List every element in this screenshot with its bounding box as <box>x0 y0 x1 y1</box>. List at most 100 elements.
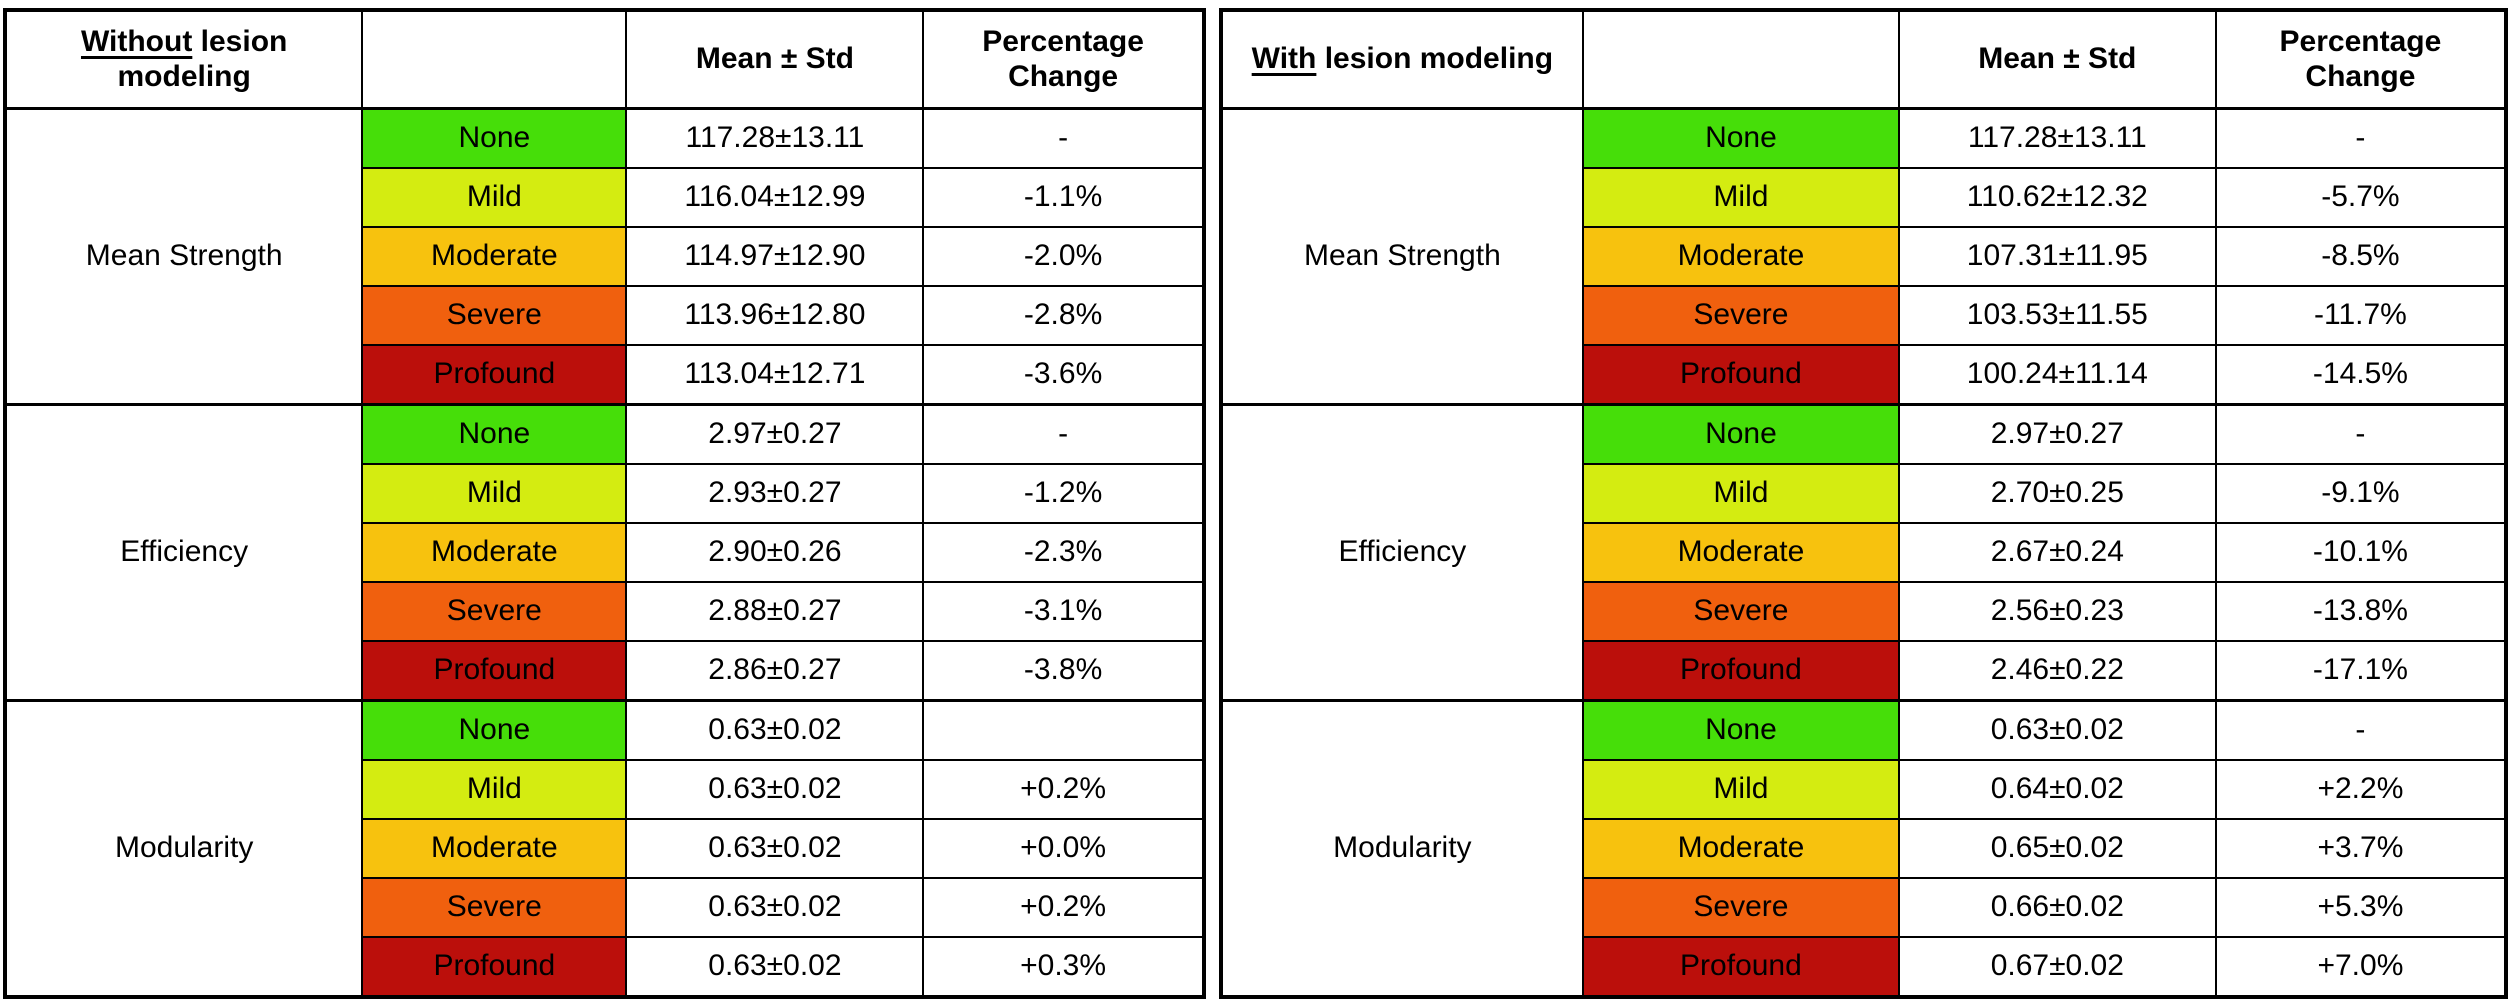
pct-change-cell: - <box>922 403 1205 465</box>
pct-change-cell: -5.7% <box>2214 167 2508 228</box>
mean-std-cell: 0.63±0.02 <box>625 818 925 879</box>
table-row: Modularity None 0.63±0.02 <box>3 699 1205 998</box>
severity-cell: Mild <box>361 463 628 524</box>
severity-cell: Mild <box>1582 759 1900 820</box>
metric-label-cell: Mean Strength <box>3 107 364 406</box>
mean-std-cell: 0.65±0.02 <box>1897 818 2217 879</box>
table-title: With lesion modeling <box>1219 9 1585 110</box>
mean-std-cell: 113.04±12.71 <box>625 344 925 406</box>
severity-cell: Moderate <box>1582 226 1900 287</box>
severity-cell: Severe <box>1582 581 1900 642</box>
table-title: Without lesion modeling <box>3 9 364 110</box>
table-header-row: With lesion modeling Mean ± Std Percentage… <box>1219 9 2508 110</box>
table-row: Severe 103.53±11.55 -11.7% <box>1221 285 2508 346</box>
table-row: Severe 0.63±0.02 +0.2% <box>5 877 1205 938</box>
severity-cell: None <box>361 403 628 465</box>
table-row: Moderate 0.63±0.02 +0.0% <box>5 818 1205 879</box>
table-row: Mild 2.93±0.27 -1.2% <box>5 463 1205 524</box>
pct-change-cell: -3.6% <box>922 344 1205 406</box>
table-row: Mean Strength None 117.28±13.11- <box>3 107 1205 406</box>
table-row: Severe 2.88±0.27 -3.1% <box>5 581 1205 642</box>
column-header-mean-std: Mean ± Std <box>1897 9 2217 110</box>
table-row: Moderate 107.31±11.95 -8.5% <box>1221 226 2508 287</box>
pct-change-cell: +3.7% <box>2214 818 2508 879</box>
table-row: Profound 113.04±12.71 -3.6% <box>5 344 1205 406</box>
mean-std-cell: 2.70±0.25 <box>1897 463 2217 524</box>
mean-std-cell: 2.67±0.24 <box>1897 522 2217 583</box>
mean-std-cell: 2.97±0.27 <box>625 403 925 465</box>
mean-std-cell: 116.04±12.99 <box>625 167 925 228</box>
severity-cell: None <box>361 699 628 761</box>
severity-cell: Severe <box>361 877 628 938</box>
severity-cell: None <box>1582 699 1900 761</box>
severity-cell: Profound <box>1582 344 1900 406</box>
table-row: Profound 2.86±0.27 -3.8% <box>5 640 1205 702</box>
mean-std-cell: 0.63±0.02 <box>625 759 925 820</box>
pct-change-cell: -3.8% <box>922 640 1205 702</box>
table-row: Profound 100.24±11.14 -14.5% <box>1221 344 2508 406</box>
table-row: Efficiency None 2.97±0.27- <box>1219 403 2508 702</box>
mean-std-cell: 0.64±0.02 <box>1897 759 2217 820</box>
table-row: Modularity None 0.63±0.02- <box>1219 699 2508 998</box>
severity-cell: Moderate <box>361 226 628 287</box>
mean-std-cell: 117.28±13.11 <box>1897 107 2217 169</box>
severity-cell: None <box>1582 107 1900 169</box>
mean-std-cell: 2.56±0.23 <box>1897 581 2217 642</box>
severity-cell: Profound <box>1582 640 1900 702</box>
metric-label-cell: Mean Strength <box>1219 107 1585 406</box>
pct-change-cell <box>922 699 1205 761</box>
pct-change-cell: +7.0% <box>2214 936 2508 998</box>
table-row: Efficiency None 2.97±0.27- <box>3 403 1205 702</box>
mean-std-cell: 0.63±0.02 <box>625 699 925 761</box>
table-row: Mild 2.70±0.25 -9.1% <box>1221 463 2508 524</box>
pct-change-cell: -10.1% <box>2214 522 2508 583</box>
severity-cell: Moderate <box>1582 522 1900 583</box>
table-row: Severe 113.96±12.80 -2.8% <box>5 285 1205 346</box>
severity-cell: None <box>1582 403 1900 465</box>
table-row: Severe 2.56±0.23 -13.8% <box>1221 581 2508 642</box>
pct-change-cell: -2.8% <box>922 285 1205 346</box>
table-row: Moderate 0.65±0.02 +3.7% <box>1221 818 2508 879</box>
table-row: Mild 0.64±0.02 +2.2% <box>1221 759 2508 820</box>
pct-change-cell: -2.3% <box>922 522 1205 583</box>
pct-change-cell: -2.0% <box>922 226 1205 287</box>
pct-change-cell: - <box>922 107 1205 169</box>
pct-change-cell: -1.2% <box>922 463 1205 524</box>
table-title-emphasis: Without <box>80 25 193 58</box>
pct-change-cell: -9.1% <box>2214 463 2508 524</box>
mean-std-cell: 0.63±0.02 <box>625 936 925 998</box>
pct-change-cell: +0.3% <box>922 936 1205 998</box>
severity-cell: Mild <box>1582 463 1900 524</box>
mean-std-cell: 113.96±12.80 <box>625 285 925 346</box>
mean-std-cell: 103.53±11.55 <box>1897 285 2217 346</box>
pct-change-cell: +0.0% <box>922 818 1205 879</box>
mean-std-cell: 0.63±0.02 <box>625 877 925 938</box>
mean-std-cell: 0.63±0.02 <box>1897 699 2217 761</box>
metric-label-cell: Efficiency <box>3 403 364 702</box>
pct-change-cell: - <box>2214 403 2508 465</box>
table-row: Moderate 2.67±0.24 -10.1% <box>1221 522 2508 583</box>
mean-std-cell: 110.62±12.32 <box>1897 167 2217 228</box>
pct-change-cell: -11.7% <box>2214 285 2508 346</box>
pct-change-cell: +5.3% <box>2214 877 2508 938</box>
table-row: Mean Strength None 117.28±13.11- <box>1219 107 2508 406</box>
pct-change-cell: - <box>2214 699 2508 761</box>
table-with-lesion-modeling: With lesion modeling Mean ± Std Percentage… <box>1218 8 2508 999</box>
metric-label-cell: Modularity <box>1219 699 1585 998</box>
pct-change-cell: +2.2% <box>2214 759 2508 820</box>
severity-cell: Severe <box>1582 285 1900 346</box>
severity-cell: Moderate <box>361 818 628 879</box>
severity-cell: Mild <box>361 759 628 820</box>
pct-change-cell: -3.1% <box>922 581 1205 642</box>
column-header-percentage-change: Percentage Change <box>2214 9 2508 110</box>
severity-cell: Moderate <box>1582 818 1900 879</box>
severity-cell: Mild <box>1582 167 1900 228</box>
pct-change-cell: -17.1% <box>2214 640 2508 702</box>
metric-label-cell: Efficiency <box>1219 403 1585 702</box>
mean-std-cell: 0.66±0.02 <box>1897 877 2217 938</box>
severity-cell: Profound <box>361 344 628 406</box>
mean-std-cell: 100.24±11.14 <box>1897 344 2217 406</box>
pct-change-cell: -1.1% <box>922 167 1205 228</box>
table-row: Mild 116.04±12.99 -1.1% <box>5 167 1205 228</box>
